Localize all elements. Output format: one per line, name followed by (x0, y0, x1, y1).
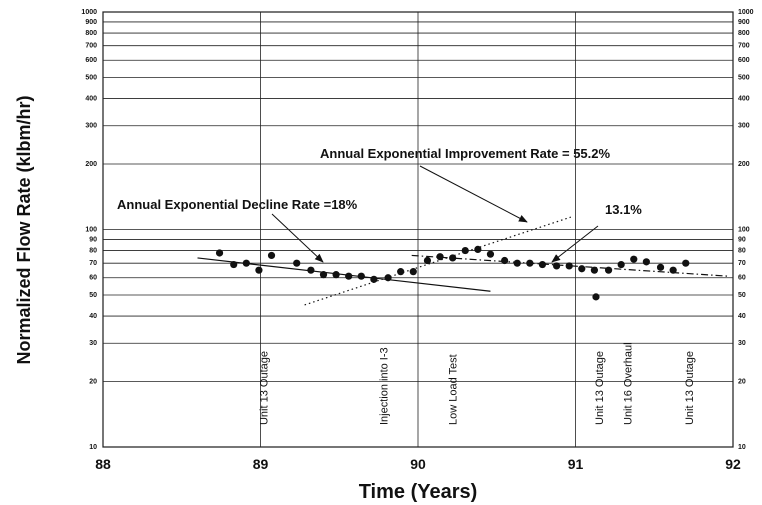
arrow (271, 213, 324, 263)
data-point (526, 259, 534, 267)
data-point (293, 259, 301, 267)
y2-tick-label: 50 (738, 292, 746, 299)
data-point (449, 254, 457, 262)
data-point (513, 259, 521, 267)
arrow (419, 165, 528, 223)
y-tick-label: 400 (85, 95, 97, 102)
y2-tick-label: 700 (738, 43, 750, 50)
data-point (501, 256, 509, 265)
data-point (592, 293, 600, 301)
data-point (357, 272, 365, 280)
data-point (332, 271, 340, 279)
y-tick-label: 500 (85, 74, 97, 81)
y2-tick-label: 10 (738, 444, 746, 451)
y2-tick-label: 500 (738, 74, 750, 81)
y-tick-label: 800 (85, 30, 97, 37)
data-point (319, 271, 328, 279)
y2-tick-label: 600 (738, 57, 750, 64)
data-point (409, 268, 417, 276)
y-tick-label: 100 (85, 226, 97, 233)
x-tick-label: 89 (253, 456, 269, 472)
data-point (230, 260, 238, 269)
event-label: Unit 16 Overhaul (622, 342, 634, 425)
data-point (461, 246, 469, 255)
data-point (486, 250, 495, 258)
y-tick-label: 80 (89, 247, 97, 254)
annotation: Annual Exponential Decline Rate =18% (117, 197, 358, 212)
data-point (384, 274, 392, 282)
y-axis-label: Normalized Flow Rate (klbm/hr) (14, 95, 34, 364)
event-label: Unit 13 Outage (684, 351, 696, 425)
data-point (669, 266, 677, 274)
event-label: Low Load Test (448, 354, 460, 425)
y2-tick-label: 200 (738, 161, 750, 168)
y2-tick-label: 800 (738, 30, 750, 37)
y2-tick-label: 30 (738, 340, 746, 347)
y-tick-label: 200 (85, 161, 97, 168)
data-point (215, 249, 224, 257)
trend-line (304, 216, 571, 306)
y-tick-label: 70 (89, 260, 97, 267)
data-point (345, 272, 353, 280)
y2-tick-label: 400 (738, 95, 750, 102)
x-tick-label: 91 (568, 456, 584, 472)
arrow (551, 225, 599, 263)
y-tick-label: 20 (89, 378, 97, 385)
y-tick-label: 700 (85, 43, 97, 50)
y-tick-label: 60 (89, 275, 97, 282)
y2-tick-label: 300 (738, 123, 750, 130)
data-point (307, 266, 315, 274)
data-point (604, 266, 613, 274)
event-label: Unit 13 Outage (594, 351, 606, 425)
data-point (617, 260, 625, 269)
y2-tick-label: 80 (738, 247, 746, 254)
data-point (642, 258, 650, 266)
y-tick-label: 90 (89, 236, 97, 243)
x-axis-label: Time (Years) (359, 481, 478, 503)
y-tick-label: 300 (85, 123, 97, 130)
data-point (436, 253, 444, 261)
x-tick-label: 90 (410, 456, 426, 472)
data-point (553, 262, 561, 270)
data-point (267, 251, 276, 260)
x-tick-label: 92 (725, 456, 741, 472)
data-point (682, 259, 690, 267)
y2-tick-label: 90 (738, 236, 746, 243)
event-label: Unit 13 Outage (259, 351, 271, 425)
data-point (423, 256, 432, 265)
annotation: 13.1% (605, 202, 642, 217)
y-tick-label: 30 (89, 340, 97, 347)
y-tick-label: 40 (89, 313, 97, 320)
data-point (656, 263, 665, 271)
y-tick-label: 600 (85, 57, 97, 64)
data-point (242, 259, 250, 267)
data-point (578, 265, 586, 273)
data-point (474, 245, 482, 254)
x-tick-label: 88 (95, 456, 111, 472)
annotation: Annual Exponential Improvement Rate = 55… (320, 146, 610, 161)
data-point (397, 268, 405, 276)
data-point (370, 275, 378, 283)
y2-tick-label: 900 (738, 19, 750, 26)
y-tick-label: 1000 (81, 9, 97, 16)
y2-tick-label: 70 (738, 260, 746, 267)
data-point (590, 266, 599, 274)
y2-tick-label: 100 (738, 226, 750, 233)
data-point (630, 255, 638, 263)
y2-tick-label: 60 (738, 275, 746, 282)
y-tick-label: 900 (85, 19, 97, 26)
y2-tick-label: 1000 (738, 9, 754, 16)
data-point (255, 266, 263, 274)
y2-tick-label: 40 (738, 313, 746, 320)
event-label: Injection into I-3 (378, 347, 390, 425)
data-point (565, 262, 573, 270)
y-tick-label: 50 (89, 292, 97, 299)
y-tick-label: 10 (89, 444, 97, 451)
y2-tick-label: 20 (738, 378, 746, 385)
data-point (538, 260, 547, 269)
